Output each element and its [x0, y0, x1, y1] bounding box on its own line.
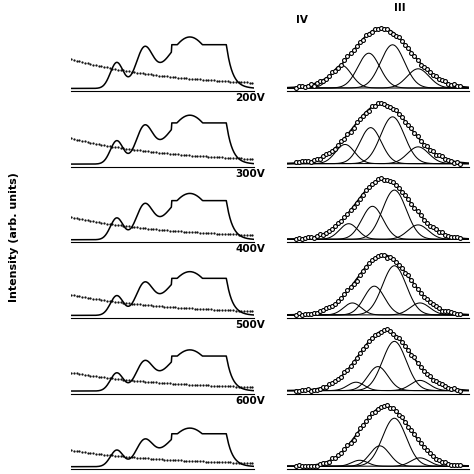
- Text: 600V: 600V: [236, 396, 265, 406]
- Text: 300V: 300V: [236, 169, 265, 179]
- Text: 400V: 400V: [236, 245, 265, 255]
- Text: 200V: 200V: [236, 93, 265, 103]
- Text: Intensity (arb. units): Intensity (arb. units): [9, 172, 19, 302]
- Text: IV: IV: [296, 15, 308, 25]
- Text: III: III: [394, 3, 406, 13]
- Text: 500V: 500V: [236, 320, 265, 330]
